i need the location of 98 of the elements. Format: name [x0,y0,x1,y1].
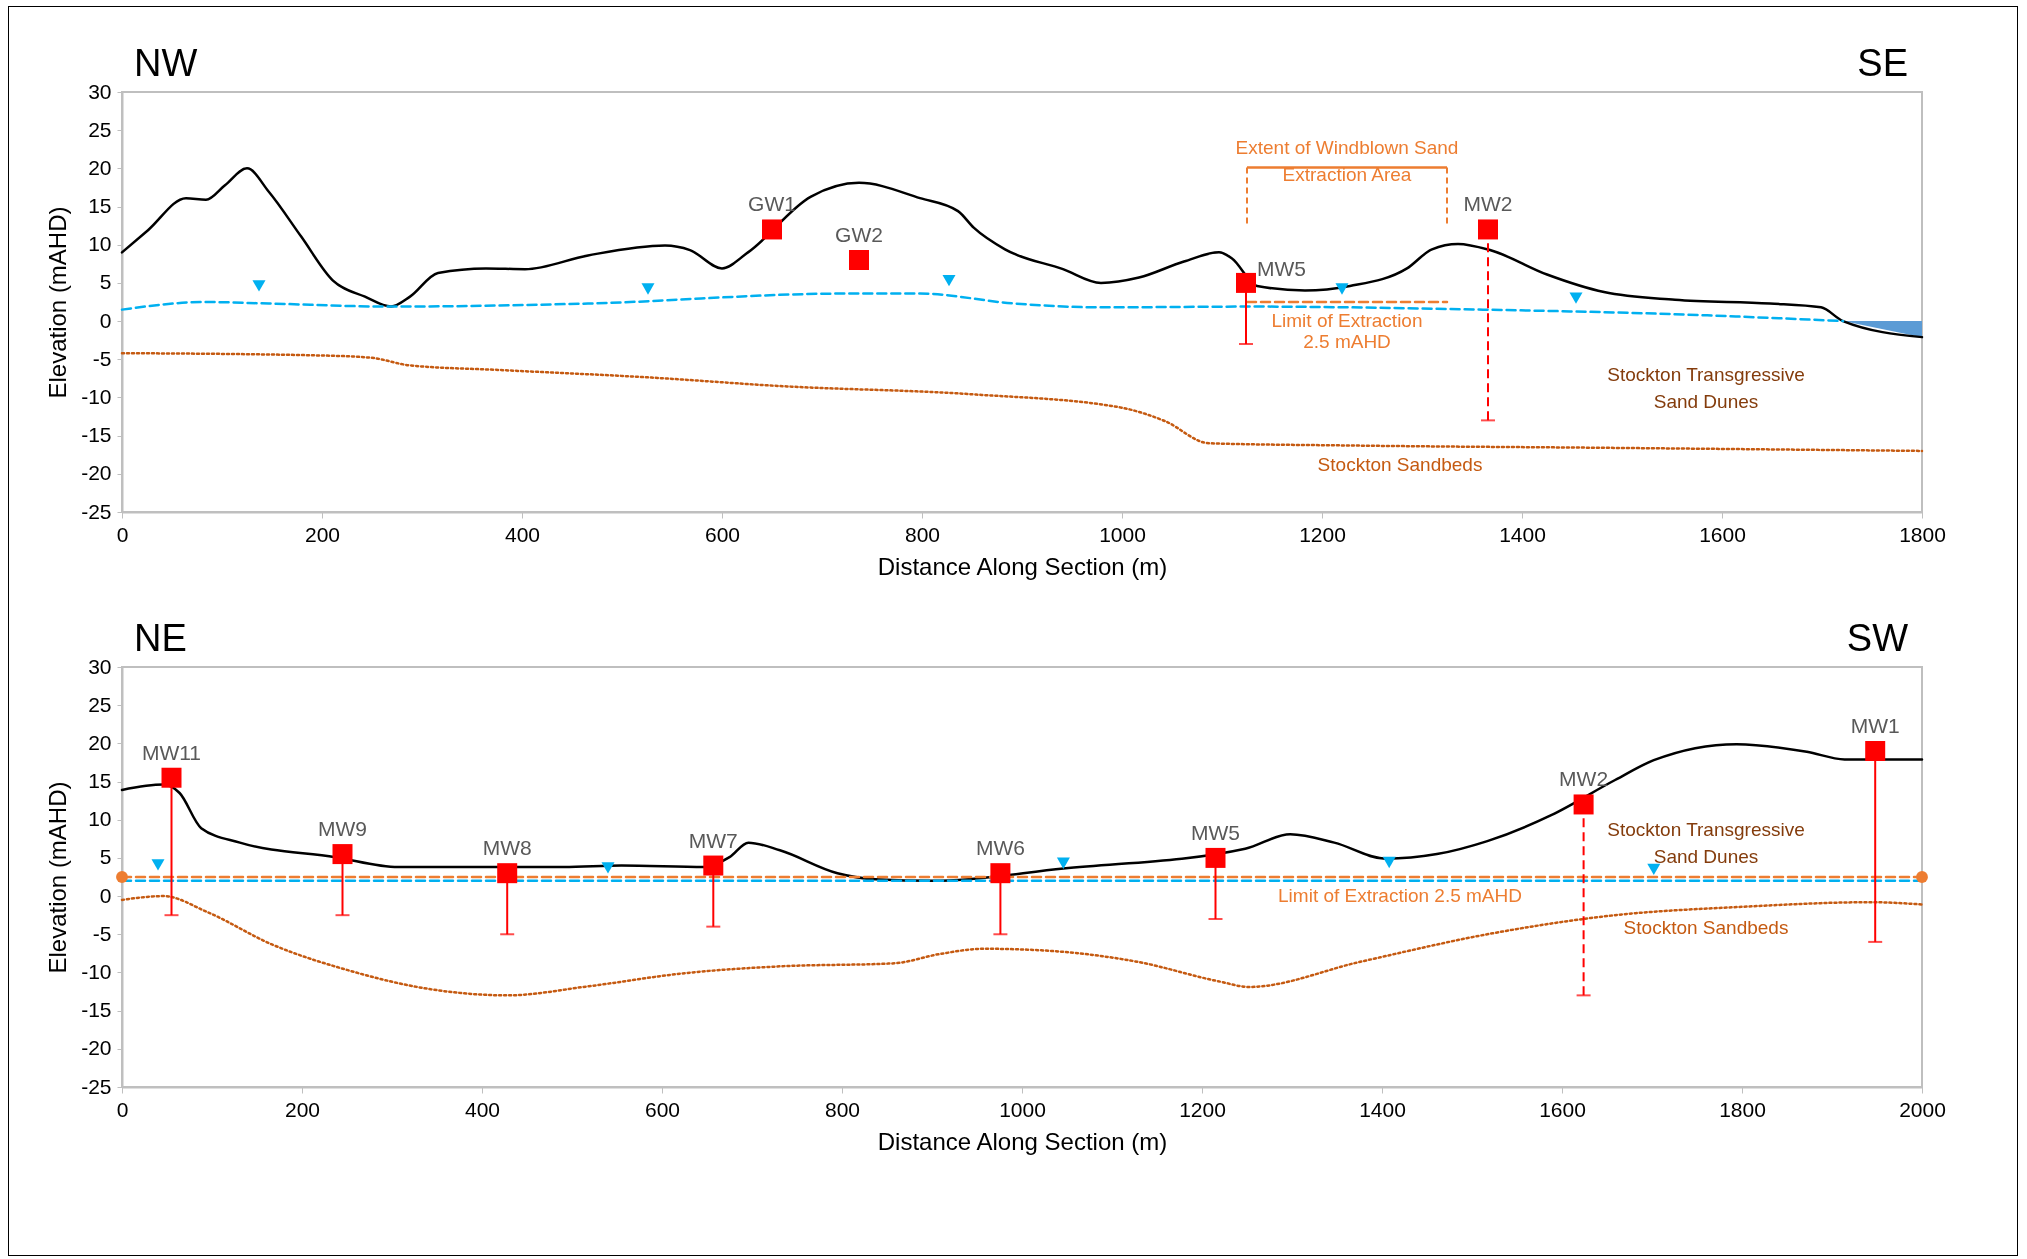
y-tick-label: 15 [88,769,112,793]
y-tick-label: 0 [99,883,112,907]
x-tick-label: 600 [704,522,741,546]
annotation: Stockton Transgressive Sand Dunes [1607,363,1805,412]
x-tick-label: 200 [284,1097,321,1121]
x-tick-label: 1400 [1359,1097,1406,1121]
annotation: MW1 [1850,714,1900,737]
x-tick-label: 1200 [1179,1097,1226,1121]
y-tick-label: 30 [88,79,112,103]
x-tick-label: 200 [304,522,341,546]
point [1056,857,1070,869]
y-tick-label: 5 [99,270,112,294]
point [1573,794,1594,815]
point [151,859,165,871]
point [990,863,1011,884]
x-tick-label: 1600 [1699,522,1746,546]
y-tick-label: 20 [88,155,112,179]
line-series [120,351,1924,453]
series-label: Stockton Sandbeds [1317,453,1483,475]
text: SE [1857,42,1908,84]
y-tick-label: 15 [88,194,112,218]
y-tick-label: 30 [88,654,112,678]
text: NW [134,42,198,84]
annotation: MW6 [975,836,1025,860]
annotation: GW2 [835,223,883,246]
x-tick-label: 600 [644,1097,681,1121]
point [1478,219,1498,240]
text: NE [134,617,187,659]
point [161,767,182,788]
y-tick-label: -10 [81,384,112,408]
annotation: GW1 [748,192,796,216]
point [1916,871,1928,883]
x-tick-label: 0 [116,522,129,546]
x-tick-label: 800 [904,522,941,546]
y-tick-label: -5 [92,921,112,945]
point [497,863,518,884]
series-label: Limit of Extraction 2.5 mAHD [1278,885,1522,906]
y-tick-label: -15 [81,423,112,447]
y-axis-title: Elevation (mAHD) [44,206,72,399]
annotation: MW11 [141,740,202,764]
annotation: MW9 [318,817,367,841]
point [1335,283,1349,295]
point [332,844,353,865]
annotation: MW7 [688,828,738,852]
y-tick-label: -25 [81,499,112,523]
x-tick-label: 1400 [1499,522,1546,546]
annotation: MW5 [1191,820,1240,844]
x-tick-label: 2000 [1899,1097,1946,1121]
point [1865,741,1886,761]
y-tick-label: 10 [88,807,112,831]
point [252,280,266,292]
x-axis-title: Distance Along Section (m) [877,1127,1168,1155]
y-tick-label: 25 [88,692,112,716]
annotation: MW2 [1559,767,1609,791]
y-tick-label: 20 [88,730,112,754]
y-tick-label: 25 [88,117,112,141]
x-tick-label: 1000 [1099,522,1146,546]
x-tick-label: 400 [464,1097,501,1121]
y-tick-label: 5 [99,845,112,869]
annotation: MW5 [1257,256,1306,280]
y-tick-label: -15 [81,998,112,1022]
series-label: Limit of Extraction 2.5 mAHD [1271,310,1423,352]
x-axis-title: Distance Along Section (m) [877,552,1168,580]
y-tick-label: -25 [81,1074,112,1098]
x-tick-label: 800 [824,1097,861,1121]
y-tick-label: -10 [81,959,112,983]
annotation: Extent of Windblown Sand Extraction Area [1235,136,1459,185]
x-tick-label: 1600 [1539,1097,1586,1121]
point [849,250,869,270]
annotation: Stockton Transgressive Sand Dunes [1607,818,1805,867]
point [1236,272,1256,293]
y-tick-label: 0 [99,308,112,332]
point [1647,863,1661,876]
y-axis-title: Elevation (mAHD) [44,781,72,974]
text: SW [1846,617,1909,659]
point [601,862,615,874]
point [942,274,956,287]
point [1205,847,1226,868]
series-label: Stockton Sandbeds [1623,917,1789,939]
x-tick-label: 1000 [999,1097,1046,1121]
x-tick-label: 1800 [1719,1097,1766,1121]
y-tick-label: -20 [81,461,112,485]
point [641,283,655,295]
y-tick-label: -20 [81,1036,112,1060]
x-tick-label: 0 [116,1097,129,1121]
y-tick-label: 10 [88,232,112,256]
line-series [120,742,1924,883]
x-tick-label: 400 [504,522,541,546]
point [1569,292,1583,304]
point [1382,856,1396,869]
y-tick-label: -5 [92,346,112,370]
point [762,219,782,240]
point [116,871,128,883]
annotation: MW2 [1463,192,1513,216]
point [703,855,724,876]
annotation: MW8 [482,836,532,860]
x-tick-label: 1800 [1899,522,1946,546]
x-tick-label: 1200 [1299,522,1346,546]
